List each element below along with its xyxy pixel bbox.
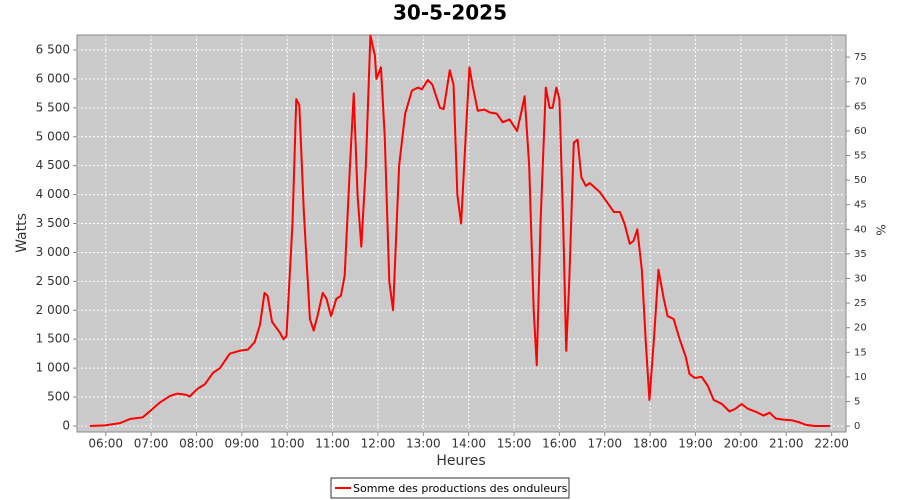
- legend-box: [330, 477, 570, 499]
- x-tick-label: 07:00: [134, 437, 169, 451]
- series-line: [89, 34, 831, 427]
- legend-label: Somme des productions des onduleurs: [353, 482, 568, 495]
- y-tick-label: 1 500: [36, 332, 70, 346]
- y2-tick-label: 40: [854, 224, 867, 235]
- x-tick-label: 12:00: [361, 437, 396, 451]
- y2-tick-label: 25: [854, 298, 867, 309]
- plot-border: [76, 34, 847, 433]
- x-tick-label: 18:00: [633, 437, 668, 451]
- y-tick-label: 3 000: [36, 245, 70, 259]
- y2-tick-label: 0: [854, 421, 860, 432]
- y-tick-label: 4 500: [36, 158, 70, 172]
- y2-tick-label: 70: [854, 77, 867, 88]
- x-tick-label: 22:00: [814, 437, 849, 451]
- y-tick-label: 5 000: [36, 129, 70, 143]
- x-tick-label: 14:00: [451, 437, 486, 451]
- y2-tick-label: 15: [854, 347, 867, 358]
- y2-tick-label: 5: [854, 396, 860, 407]
- chart-title: 30-5-2025: [393, 1, 507, 25]
- y-tick-label: 2 500: [36, 274, 70, 288]
- plot-area: [76, 34, 847, 433]
- x-axis-label: Heures: [436, 453, 485, 469]
- x-tick-label: 21:00: [769, 437, 804, 451]
- y2-tick-label: 45: [854, 200, 867, 211]
- y-axis-label: Watts: [14, 213, 30, 253]
- x-tick-label: 19:00: [678, 437, 713, 451]
- y2-tick-label: 35: [854, 249, 867, 260]
- x-tick-label: 16:00: [542, 437, 577, 451]
- y2-axis-label: %: [874, 224, 888, 235]
- x-tick-label: 09:00: [225, 437, 260, 451]
- y-tick-label: 6 500: [36, 42, 70, 56]
- x-tick-label: 10:00: [270, 437, 305, 451]
- y-tick-label: 5 500: [36, 100, 70, 114]
- x-tick-label: 20:00: [724, 437, 759, 451]
- y2-tick-label: 10: [854, 372, 867, 383]
- x-tick-label: 13:00: [406, 437, 441, 451]
- y-tick-label: 6 000: [36, 71, 70, 85]
- x-tick-label: 15:00: [497, 437, 532, 451]
- x-tick-label: 11:00: [315, 437, 350, 451]
- legend: Somme des productions des onduleurs: [330, 477, 570, 499]
- x-tick-label: 06:00: [88, 437, 123, 451]
- x-tick-label: 08:00: [179, 437, 214, 451]
- y2-tick-label: 20: [854, 323, 867, 334]
- y-tick-label: 1 000: [36, 361, 70, 375]
- x-tick-label: 17:00: [587, 437, 622, 451]
- y-tick-label: 3 500: [36, 216, 70, 230]
- y2-tick-label: 65: [854, 101, 867, 112]
- y-tick-label: 500: [47, 390, 70, 404]
- y2-tick-label: 60: [854, 126, 867, 137]
- y2-tick-label: 30: [854, 274, 867, 285]
- y-tick-label: 2 000: [36, 303, 70, 317]
- y2-tick-label: 75: [854, 52, 867, 63]
- y2-tick-label: 55: [854, 151, 867, 162]
- y2-tick-label: 50: [854, 175, 867, 186]
- y-tick-label: 0: [62, 418, 70, 432]
- y-tick-label: 4 000: [36, 187, 70, 201]
